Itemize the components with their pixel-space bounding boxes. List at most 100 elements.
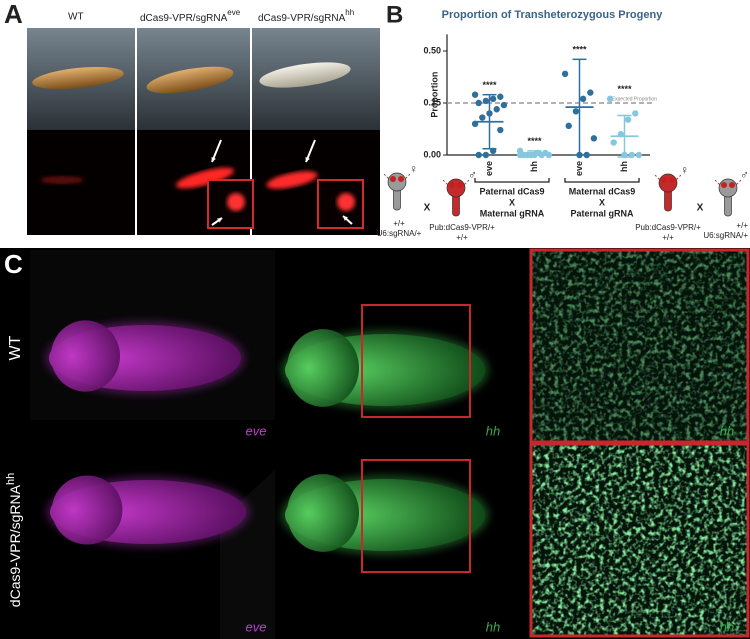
stain-label: hh xyxy=(486,423,500,438)
label: dCas9-VPR/sgRNAeve xyxy=(140,8,241,24)
fly-head xyxy=(718,178,738,198)
larva xyxy=(32,66,124,90)
label-superscript: hh xyxy=(5,473,17,485)
data-point xyxy=(482,97,490,105)
genotype: U6:sgRNA/+ xyxy=(703,231,748,240)
group-label: X xyxy=(599,197,605,207)
data-point xyxy=(475,151,482,159)
data-point xyxy=(561,70,569,78)
fluorescence xyxy=(266,171,318,189)
significance: **** xyxy=(572,45,587,55)
y-axis-label: Proportion xyxy=(429,72,439,118)
label: dCas9-VPR/sgRNAhh xyxy=(258,8,354,24)
sex-symbol: ♂ xyxy=(468,168,477,182)
label-superscript: eve xyxy=(227,8,240,17)
arrow-head xyxy=(211,157,216,162)
data-point xyxy=(471,91,479,98)
fly-eye xyxy=(669,177,675,183)
fly-eye xyxy=(661,177,667,183)
zoom-signal xyxy=(531,444,748,636)
data-point xyxy=(587,89,594,96)
row-label: WT xyxy=(7,335,24,360)
data-point xyxy=(493,106,500,113)
stain-label: eve xyxy=(246,619,267,634)
larva xyxy=(259,62,351,88)
y-tick-label: 0.50 xyxy=(423,45,441,55)
genotype: +/+ xyxy=(662,233,674,242)
cross-symbol: X xyxy=(424,203,431,214)
inset-signal xyxy=(337,193,355,211)
group-label: Paternal dCas9 xyxy=(479,186,544,196)
group-label: Maternal gRNA xyxy=(480,208,545,218)
fluorescence xyxy=(175,167,235,189)
sex-symbol: ♂ xyxy=(740,168,749,182)
fluorescence xyxy=(40,176,84,184)
panel-letter: B xyxy=(386,1,403,28)
data-point xyxy=(624,116,632,123)
fly-head xyxy=(387,172,407,192)
zoom-box xyxy=(361,304,471,418)
label-text: dCas9-VPR/sgRNA xyxy=(258,13,346,24)
data-point xyxy=(635,151,643,159)
data-point xyxy=(583,151,590,159)
embryo-head xyxy=(51,475,123,545)
sex-symbol: ♀ xyxy=(409,162,418,176)
arrow-head xyxy=(305,157,310,162)
fly-eye xyxy=(729,182,735,188)
significance: **** xyxy=(527,136,542,146)
fly-eye xyxy=(390,176,396,182)
data-point xyxy=(497,93,504,100)
y-tick-label: 0.00 xyxy=(423,149,441,159)
fly-eye xyxy=(457,182,463,188)
embryo-head xyxy=(287,474,359,552)
chart-title: Proportion of Transheterozygous Progeny xyxy=(442,9,664,21)
embryo-head xyxy=(50,320,121,392)
photo-fluorescence xyxy=(27,130,135,235)
stain-label: hh xyxy=(720,423,734,438)
label: dCas9-VPR/sgRNAhh xyxy=(5,473,23,607)
fly-head xyxy=(658,173,678,193)
fly-eye xyxy=(721,182,727,188)
stain-label: hh xyxy=(720,619,734,634)
inset-signal xyxy=(227,193,245,211)
y-tick-label: 0.25 xyxy=(423,97,441,107)
data-point xyxy=(590,135,598,142)
column-label: WT xyxy=(68,12,84,23)
label-superscript: hh xyxy=(345,8,354,17)
significance: **** xyxy=(617,84,632,94)
reference-label: Expected Proportion xyxy=(612,96,658,102)
x-tick-label: eve xyxy=(484,161,494,176)
genotype: Pub:dCas9-VPR/+ xyxy=(429,223,495,232)
data-point xyxy=(579,95,587,103)
sex-symbol: ♀ xyxy=(680,163,689,177)
x-tick-label: eve xyxy=(574,161,584,176)
group-label: Paternal gRNA xyxy=(570,208,634,218)
data-point xyxy=(497,126,504,134)
embryo-head xyxy=(287,329,359,407)
label-text: dCas9-VPR/sgRNA xyxy=(7,484,23,607)
x-tick-label: hh xyxy=(619,161,629,172)
group-label: Maternal dCas9 xyxy=(569,186,636,196)
genotype: +/+ xyxy=(393,219,405,228)
genotype: +/+ xyxy=(736,221,748,230)
fly-eye xyxy=(449,182,455,188)
group-bracket xyxy=(564,178,640,183)
data-point xyxy=(606,95,614,103)
fly-eye xyxy=(398,176,404,182)
zoom-signal xyxy=(531,250,748,442)
group-bracket xyxy=(474,178,550,183)
panel-letter: A xyxy=(4,0,23,29)
zoom-border xyxy=(529,248,750,444)
x-tick-label: hh xyxy=(529,161,539,172)
stain-label: hh xyxy=(486,619,500,634)
data-point xyxy=(475,99,482,107)
larva xyxy=(146,66,234,94)
arrow-head xyxy=(343,216,348,221)
cross-symbol: X xyxy=(697,203,704,214)
data-point xyxy=(610,139,617,146)
stain-label: eve xyxy=(246,423,267,438)
arrow-head xyxy=(217,218,222,223)
data-point xyxy=(500,101,508,109)
data-point xyxy=(572,108,580,115)
genotype: +/+ xyxy=(456,233,468,242)
